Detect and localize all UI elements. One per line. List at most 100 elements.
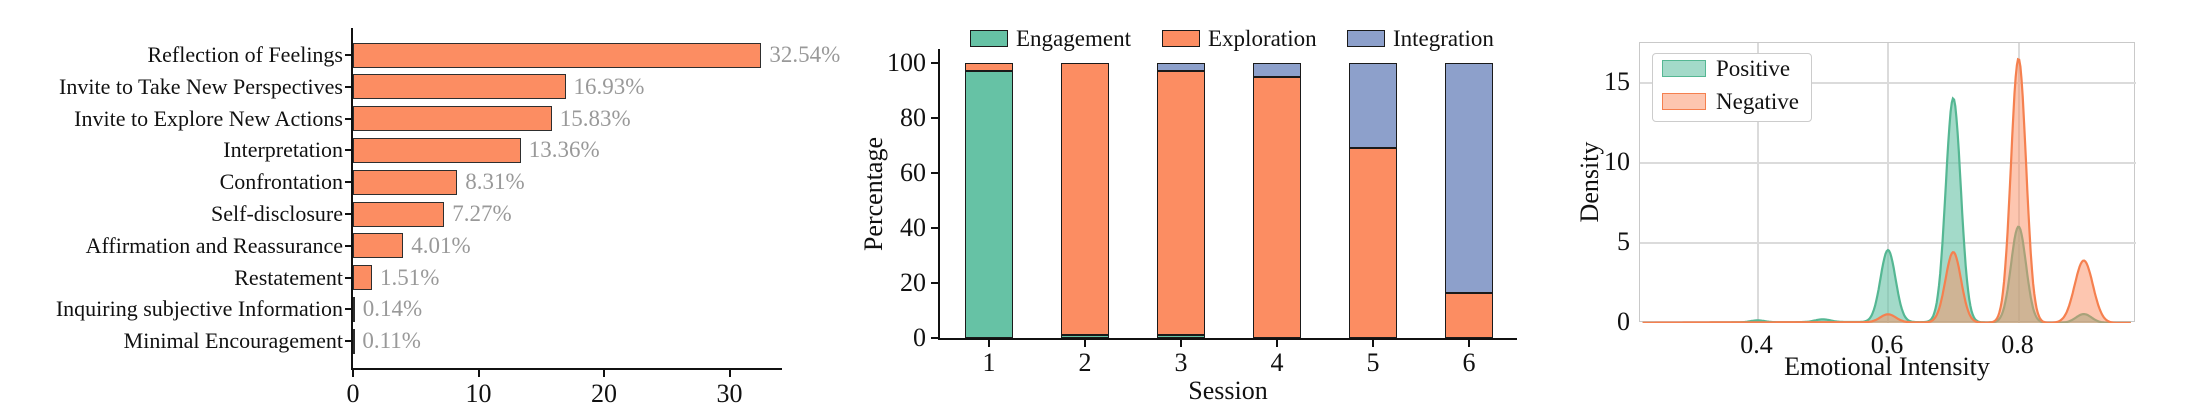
y-tick-mark bbox=[931, 282, 938, 284]
kde-curves bbox=[1642, 57, 2131, 323]
x-tick-mark bbox=[1180, 340, 1182, 347]
category-label: Affirmation and Reassurance bbox=[85, 232, 343, 258]
skill-bar bbox=[353, 74, 566, 100]
y-grid-line bbox=[1640, 242, 2136, 244]
y-axis-spine bbox=[938, 49, 940, 340]
x-tick-label: 30 bbox=[716, 379, 743, 408]
stack-segment-exploration bbox=[1349, 148, 1397, 339]
skill-bar bbox=[353, 169, 458, 195]
skill-bar bbox=[353, 265, 372, 291]
stack-segment-exploration bbox=[965, 63, 1013, 72]
y-tick-mark bbox=[345, 85, 351, 88]
x-tick-label: 2 bbox=[1078, 348, 1092, 377]
x-tick-mark bbox=[1372, 340, 1374, 347]
skill-bar bbox=[353, 137, 521, 163]
category-label: Inquiring subjective Information bbox=[55, 296, 343, 322]
legend-swatch-positive bbox=[1662, 60, 1706, 77]
stack-segment-exploration bbox=[1253, 76, 1301, 339]
x-tick-label: 20 bbox=[591, 379, 617, 408]
x-tick-label: 4 bbox=[1270, 348, 1284, 377]
kde-line-negative bbox=[1642, 57, 2131, 323]
y-grid-line bbox=[1640, 82, 2136, 84]
category-label: Invite to Take New Perspectives bbox=[59, 73, 343, 99]
x-tick-label: 6 bbox=[1462, 348, 1476, 377]
y-tick-label: 20 bbox=[900, 268, 926, 297]
y-tick-mark bbox=[345, 54, 351, 56]
x-tick-label: 0.4 bbox=[1740, 330, 1773, 359]
category-label: Self-disclosure bbox=[211, 201, 343, 226]
stack-segment-integration bbox=[1157, 63, 1205, 72]
y-tick-label: 60 bbox=[900, 158, 926, 187]
y-tick-label: 10 bbox=[1604, 147, 1630, 176]
bar-value-label: 1.51% bbox=[380, 264, 440, 290]
legend-label-integration: Integration bbox=[1393, 26, 1494, 51]
y-tick-label: 100 bbox=[887, 48, 926, 77]
skill-bar bbox=[353, 233, 404, 259]
density-axis-label: Density bbox=[1575, 141, 1604, 223]
x-tick-label: 10 bbox=[465, 379, 492, 408]
x-tick-mark bbox=[728, 370, 731, 377]
legend-swatch-exploration bbox=[1162, 30, 1200, 47]
y-tick-mark bbox=[345, 244, 351, 247]
y-tick-label: 0 bbox=[913, 323, 926, 352]
stack-segment-exploration bbox=[1061, 63, 1109, 336]
bar-value-label: 32.54% bbox=[769, 42, 841, 67]
x-tick-label: 0.6 bbox=[1870, 330, 1904, 359]
y-tick-mark bbox=[931, 337, 938, 339]
y-tick-mark bbox=[931, 117, 938, 119]
session-axis-label: Session bbox=[1188, 376, 1268, 405]
y-tick-mark bbox=[345, 181, 351, 184]
kde-area-negative bbox=[1642, 59, 2131, 323]
y-tick-mark bbox=[345, 213, 351, 215]
stack-segment-exploration bbox=[1157, 71, 1205, 336]
category-label: Reflection of Feelings bbox=[147, 42, 343, 67]
bar-value-label: 7.27% bbox=[452, 201, 512, 226]
y-tick-label: 80 bbox=[900, 103, 926, 132]
bar-value-label: 15.83% bbox=[559, 105, 631, 131]
stack-segment-exploration bbox=[1445, 292, 1493, 338]
percentage-axis-label: Percentage bbox=[859, 136, 888, 252]
skill-bar bbox=[353, 296, 355, 322]
x-tick-label: 0.8 bbox=[2001, 330, 2034, 359]
skill-bar bbox=[353, 42, 762, 68]
stack-segment-engagement bbox=[965, 71, 1013, 339]
x-tick-label: 5 bbox=[1366, 348, 1380, 377]
bar-value-label: 0.14% bbox=[362, 296, 423, 322]
x-tick-mark bbox=[988, 340, 990, 347]
y-tick-mark bbox=[931, 172, 938, 174]
bar-value-label: 16.93% bbox=[573, 73, 645, 99]
y-tick-mark bbox=[931, 227, 938, 229]
x-axis-spine bbox=[938, 338, 1517, 340]
legend-swatch-negative bbox=[1662, 93, 1706, 110]
x-grid-line bbox=[1756, 43, 1759, 323]
category-label: Interpretation bbox=[223, 137, 343, 163]
y-tick-mark bbox=[345, 340, 351, 343]
x-tick-mark bbox=[603, 370, 605, 377]
legend-swatch-integration bbox=[1347, 30, 1385, 47]
legend-swatch-engagement bbox=[970, 30, 1008, 47]
legend-label-engagement: Engagement bbox=[1016, 26, 1131, 51]
category-label: Minimal Encouragement bbox=[123, 328, 343, 354]
bar-value-label: 13.36% bbox=[528, 137, 600, 163]
x-tick-mark bbox=[1468, 340, 1470, 347]
skill-bar bbox=[353, 106, 552, 132]
x-tick-mark bbox=[1084, 340, 1086, 347]
stack-segment-integration bbox=[1253, 63, 1301, 77]
emotional-intensity-axis-label: Emotional Intensity bbox=[1784, 352, 1990, 381]
category-label: Restatement bbox=[234, 264, 343, 290]
legend-label-positive: Positive bbox=[1716, 56, 1791, 81]
stack-segment-engagement bbox=[1157, 335, 1205, 339]
category-label: Confrontation bbox=[219, 169, 343, 195]
skill-bar bbox=[353, 328, 355, 354]
bar-value-label: 4.01% bbox=[411, 232, 471, 258]
density-legend: Positive Negative bbox=[1652, 53, 1812, 122]
legend-label-negative: Negative bbox=[1716, 89, 1800, 114]
kde-area-positive bbox=[1642, 98, 2131, 323]
y-tick-mark bbox=[931, 62, 938, 64]
category-label: Invite to Explore New Actions bbox=[74, 105, 343, 131]
legend-label-exploration: Exploration bbox=[1208, 26, 1317, 51]
y-tick-mark bbox=[345, 117, 351, 120]
bar-value-label: 0.11% bbox=[362, 328, 421, 354]
stack-segment-engagement bbox=[1061, 335, 1109, 339]
